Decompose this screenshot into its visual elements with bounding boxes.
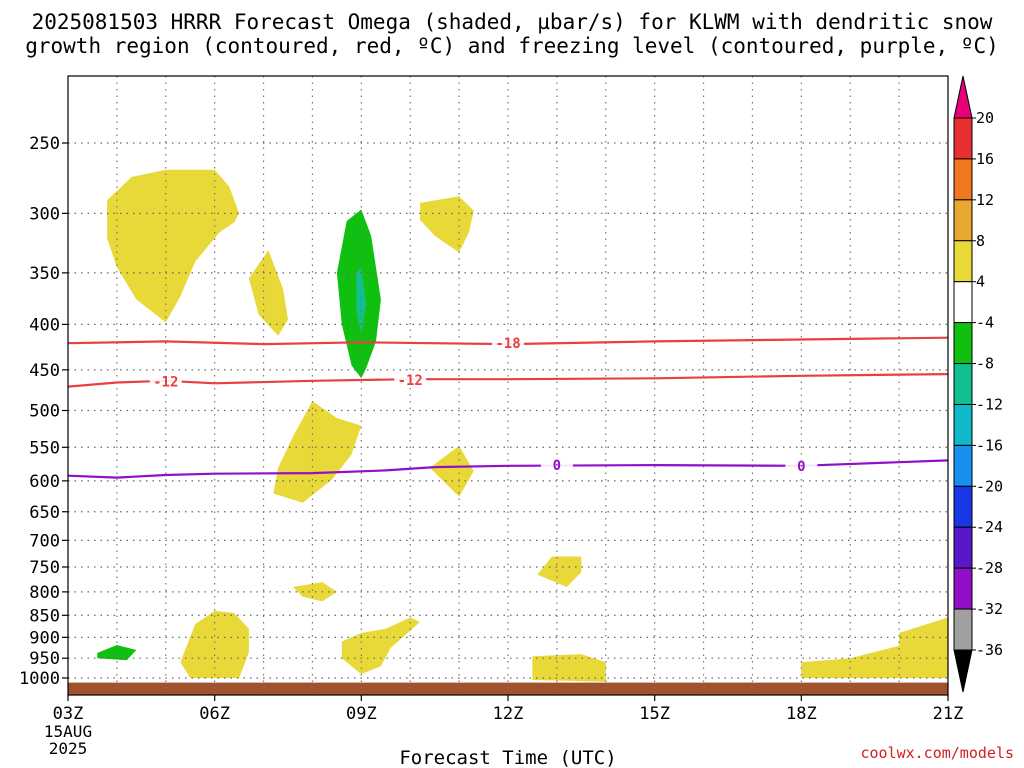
chart-title-line-2: growth region (contoured, red, ºC) and f… — [25, 34, 999, 58]
contour-label-0: -18 — [495, 336, 520, 352]
colorbar-label-5: -4 — [976, 314, 994, 332]
x-tick-label-06Z: 06Z — [199, 704, 230, 724]
contour-label-bg-1 — [149, 373, 182, 390]
colorbar-box-1 — [953, 158, 973, 201]
omega-region-13 — [801, 617, 948, 678]
x-tick-label-18Z: 18Z — [786, 704, 817, 724]
chart-title-line-1: 2025081503 HRRR Forecast Omega (shaded, … — [31, 10, 993, 34]
colorbar-top-arrow — [953, 75, 973, 119]
colorbar: 20 16 12 8 4 -4 -8 -12 -16 -20 -24 -28 -32 -36 — [953, 75, 1003, 693]
omega-region-4 — [356, 267, 367, 334]
x-start-date-1: 2025 — [49, 739, 88, 758]
contour-label-4: 0 — [797, 459, 805, 475]
contour-label-bg-0 — [492, 335, 524, 352]
omega-region-10 — [341, 617, 420, 675]
colorbar-label-9: -20 — [976, 477, 1003, 495]
x-tick-label-21Z: 21Z — [933, 704, 964, 724]
colorbar-label-6: -8 — [976, 355, 994, 373]
colorbar-box-7 — [953, 403, 973, 446]
credit-text: coolwx.com/models — [860, 744, 1014, 762]
y-tick-label-500: 500 — [29, 402, 60, 422]
colorbar-box-5 — [953, 322, 973, 365]
contour-label-2: -12 — [398, 373, 423, 389]
colorbar-label-1: 16 — [976, 150, 994, 168]
colorbar-box-2 — [953, 199, 973, 242]
y-tick-label-900: 900 — [29, 628, 60, 648]
colorbar-box-4 — [953, 281, 973, 324]
omega-region-7 — [537, 556, 582, 587]
y-tick-label-300: 300 — [29, 204, 60, 224]
colorbar-label-0: 20 — [976, 109, 994, 127]
plot-frame — [67, 75, 949, 696]
x-start-date-0: 15AUG — [44, 722, 92, 741]
axes-layer: 2503003504004505005506006507007508008509… — [19, 75, 964, 768]
contour-line-2 — [67, 459, 949, 479]
colorbar-label-7: -12 — [976, 395, 1003, 413]
omega-region-1 — [248, 250, 288, 336]
contour-label-bg-3 — [540, 457, 573, 474]
y-tick-label-450: 450 — [29, 361, 60, 381]
y-tick-label-850: 850 — [29, 606, 60, 626]
x-axis-label: Forecast Time (UTC) — [399, 747, 616, 768]
colorbar-box-3 — [953, 240, 973, 283]
y-tick-label-650: 650 — [29, 503, 60, 523]
contour-label-3: 0 — [553, 458, 561, 474]
colorbar-bottom-arrow — [953, 649, 973, 693]
omega-region-11 — [97, 645, 137, 661]
y-tick-label-250: 250 — [29, 134, 60, 154]
x-tick-label-03Z: 03Z — [53, 704, 84, 724]
y-tick-label-1000: 1000 — [19, 669, 60, 689]
colorbar-label-4: 4 — [976, 273, 985, 291]
omega-shading-layer — [97, 169, 948, 682]
contour-line-0 — [67, 336, 949, 346]
contour-line-1 — [67, 373, 949, 388]
colorbar-box-11 — [953, 567, 973, 610]
colorbar-label-12: -32 — [976, 600, 1003, 618]
contour-label-1: -12 — [153, 375, 178, 391]
contour-layer: -18 -12 -12 0 0 — [67, 335, 949, 479]
colorbar-label-10: -24 — [976, 518, 1003, 536]
y-tick-label-800: 800 — [29, 583, 60, 603]
colorbar-label-8: -16 — [976, 436, 1003, 454]
omega-region-0 — [107, 169, 240, 323]
y-tick-label-400: 400 — [29, 315, 60, 335]
terrain-layer — [68, 682, 948, 695]
y-tick-label-750: 750 — [29, 558, 60, 578]
colorbar-label-2: 12 — [976, 191, 994, 209]
omega-region-2 — [420, 196, 474, 253]
x-tick-label-09Z: 09Z — [346, 704, 377, 724]
colorbar-box-6 — [953, 363, 973, 405]
colorbar-label-3: 8 — [976, 232, 985, 250]
colorbar-box-9 — [953, 485, 973, 528]
omega-region-8 — [292, 582, 337, 602]
contour-label-bg-2 — [394, 371, 427, 388]
y-tick-label-700: 700 — [29, 531, 60, 551]
y-tick-label-550: 550 — [29, 438, 60, 458]
colorbar-box-12 — [953, 608, 973, 651]
y-tick-label-350: 350 — [29, 264, 60, 284]
x-tick-label-15Z: 15Z — [639, 704, 670, 724]
colorbar-label-11: -28 — [976, 559, 1003, 577]
y-tick-label-950: 950 — [29, 649, 60, 669]
grid-layer — [68, 76, 948, 695]
colorbar-label-13: -36 — [976, 641, 1003, 659]
omega-region-5 — [273, 401, 362, 503]
terrain-band — [68, 682, 948, 695]
colorbar-box-10 — [953, 526, 973, 569]
omega-region-6 — [429, 445, 474, 497]
colorbar-box-0 — [953, 117, 973, 160]
y-tick-label-600: 600 — [29, 472, 60, 492]
omega-region-12 — [532, 654, 606, 682]
colorbar-box-8 — [953, 444, 973, 487]
x-tick-label-12Z: 12Z — [493, 704, 524, 724]
contour-label-bg-4 — [785, 457, 818, 474]
omega-region-9 — [180, 610, 249, 678]
